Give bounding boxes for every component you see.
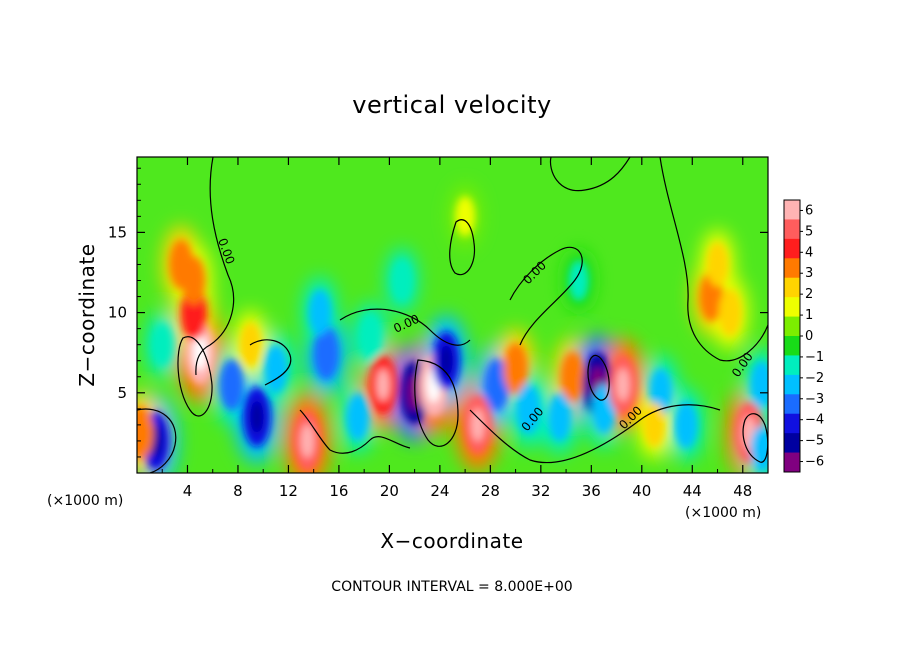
colorbar-label: 5 <box>805 224 813 239</box>
contour-line <box>414 359 459 447</box>
contour-line <box>509 246 583 346</box>
velocity-cell <box>484 358 510 412</box>
contour-line <box>339 308 471 346</box>
contour-interval-note: CONTOUR INTERVAL = 8.000E+00 <box>331 579 572 595</box>
contour-line <box>469 404 721 464</box>
colorbar-swatch <box>784 413 800 434</box>
colorbar-swatch <box>784 258 800 279</box>
velocity-cell <box>391 259 413 302</box>
contour-line <box>249 339 292 386</box>
colorbar-label: 3 <box>805 266 813 281</box>
colorbar-label: −2 <box>805 371 824 386</box>
x-tick-label: 48 <box>733 482 752 500</box>
velocity-cell <box>359 314 382 359</box>
colorbar-label: 2 <box>805 287 813 302</box>
y-tick-label: 10 <box>108 304 127 322</box>
velocity-cell <box>264 344 288 394</box>
colorbar-swatch <box>784 452 800 473</box>
velocity-cell <box>560 351 585 402</box>
velocity-cell-peak <box>616 368 630 402</box>
colorbar-swatch <box>784 219 800 240</box>
velocity-cell <box>151 323 173 367</box>
x-tick-label: 32 <box>531 482 550 500</box>
contour-line <box>549 157 631 192</box>
velocity-cell <box>750 361 768 409</box>
x-unit-label-left: (×1000 m) <box>47 493 123 509</box>
contour-line <box>195 157 235 376</box>
colorbar-label: −5 <box>805 434 824 449</box>
x-axis-ticks: 4 8 12 16 20 24 28 32 36 40 44 48 <box>161 157 752 500</box>
colorbar-swatch <box>784 238 800 259</box>
x-axis-title: X−coordinate <box>380 529 523 553</box>
velocity-cell <box>219 359 244 411</box>
colorbar-label: 1 <box>805 308 813 323</box>
y-tick-label: 15 <box>108 223 127 241</box>
x-tick-label: 20 <box>380 482 399 500</box>
plot-frame <box>136 156 769 474</box>
x-tick-label: 28 <box>481 482 500 500</box>
colorbar-swatch <box>784 316 800 337</box>
chart-title: vertical velocity <box>352 91 551 119</box>
x-tick-label: 16 <box>329 482 348 500</box>
colorbar-swatch <box>784 336 800 356</box>
contour-line <box>587 354 610 401</box>
x-tick-label: 8 <box>233 482 243 500</box>
velocity-cell <box>674 401 698 449</box>
contour-line <box>299 409 411 454</box>
colorbar-swatch <box>784 297 800 317</box>
velocity-cell <box>516 383 541 434</box>
colorbar-swatch <box>784 433 800 453</box>
velocity-cell <box>346 393 370 441</box>
zero-contours <box>137 157 768 473</box>
colorbar-swatch <box>784 277 800 298</box>
contour-line <box>659 157 768 362</box>
plot-area: 0.00 0.00 0.00 0.00 0.00 0.00 <box>137 157 768 473</box>
colorbar-label: 6 <box>805 203 813 218</box>
x-tick-label: 40 <box>632 482 651 500</box>
contour-line <box>137 408 177 473</box>
velocity-cell <box>308 289 332 336</box>
x-tick-label: 44 <box>683 482 702 500</box>
y-tick-label: 5 <box>117 384 127 402</box>
velocity-cell <box>548 392 572 442</box>
x-tick-label: 12 <box>279 482 298 500</box>
colorbar-label: 0 <box>805 329 813 344</box>
colorbar-label: −1 <box>805 350 824 365</box>
contour-line <box>742 413 768 463</box>
colorbar-label: −4 <box>805 413 824 428</box>
colorbar-swatch <box>784 374 800 395</box>
x-unit-label-right: (×1000 m) <box>685 505 761 521</box>
velocity-cell <box>568 260 589 301</box>
x-tick-label: 24 <box>430 482 449 500</box>
velocity-cell <box>455 196 476 237</box>
y-axis-ticks: 5 10 15 <box>108 167 768 458</box>
colorbar-label: −6 <box>805 455 824 470</box>
x-tick-label: 36 <box>582 482 601 500</box>
contour-line <box>449 219 476 276</box>
contour-line <box>177 336 213 417</box>
colorbar-swatch <box>784 355 800 376</box>
velocity-cell <box>313 325 340 380</box>
colorbar-label: 4 <box>805 245 813 260</box>
velocity-field-cores <box>137 196 768 472</box>
colorbar: 6 5 4 3 2 1 0 −1 −2 −3 −4 −5 −6 <box>783 199 824 473</box>
y-axis-title: Z−coordinate <box>75 243 99 386</box>
velocity-cell <box>182 256 206 305</box>
velocity-cell <box>706 242 729 287</box>
velocity-cell <box>718 288 742 337</box>
velocity-cell <box>750 426 768 472</box>
colorbar-label: −3 <box>805 392 824 407</box>
velocity-cell-peak <box>250 400 264 434</box>
velocity-cell <box>503 343 528 395</box>
velocity-cell-peak <box>471 408 485 442</box>
velocity-cell <box>137 406 154 460</box>
velocity-cell-peak <box>376 368 390 401</box>
x-tick-label: 4 <box>183 482 193 500</box>
colorbar-swatch <box>784 200 800 220</box>
colorbar-swatch <box>784 394 800 415</box>
velocity-cell-peak <box>300 423 315 459</box>
